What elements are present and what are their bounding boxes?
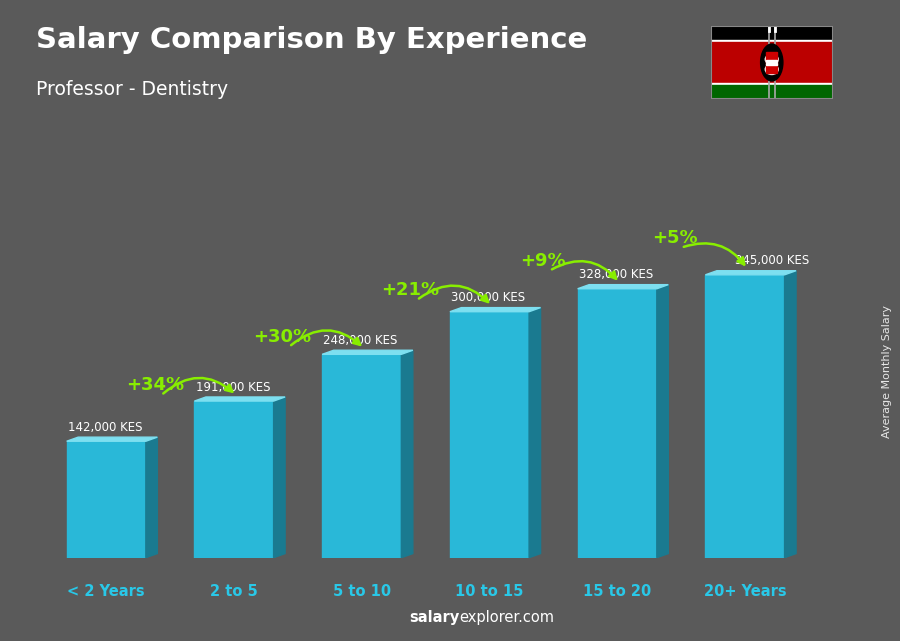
Text: 300,000 KES: 300,000 KES: [451, 291, 526, 304]
Bar: [766, 63, 778, 65]
Polygon shape: [322, 350, 413, 354]
Bar: [711, 42, 832, 83]
Text: < 2 Years: < 2 Years: [68, 584, 145, 599]
Text: salary: salary: [410, 610, 460, 625]
Bar: [706, 275, 785, 558]
Text: Professor - Dentistry: Professor - Dentistry: [36, 80, 228, 99]
Bar: [450, 312, 529, 558]
Polygon shape: [657, 285, 669, 558]
Polygon shape: [146, 437, 158, 558]
Bar: [766, 52, 778, 73]
Bar: [711, 85, 832, 99]
Text: 142,000 KES: 142,000 KES: [68, 421, 142, 434]
Polygon shape: [578, 285, 669, 288]
Text: Salary Comparison By Experience: Salary Comparison By Experience: [36, 26, 587, 54]
Polygon shape: [67, 437, 158, 441]
Text: +5%: +5%: [652, 229, 698, 247]
Bar: [578, 288, 657, 558]
Polygon shape: [706, 271, 796, 275]
Ellipse shape: [765, 54, 778, 65]
Ellipse shape: [760, 44, 783, 81]
Text: +30%: +30%: [254, 328, 311, 346]
Text: +21%: +21%: [382, 281, 439, 299]
Text: +9%: +9%: [520, 252, 566, 270]
Bar: [766, 60, 778, 62]
Bar: [711, 40, 832, 42]
Text: 2 to 5: 2 to 5: [210, 584, 258, 599]
Text: 328,000 KES: 328,000 KES: [579, 269, 653, 281]
Polygon shape: [274, 397, 285, 558]
Bar: [322, 354, 401, 558]
Bar: [711, 83, 832, 85]
Bar: [67, 441, 146, 558]
Polygon shape: [194, 397, 285, 401]
Bar: [194, 401, 274, 558]
Text: explorer.com: explorer.com: [459, 610, 554, 625]
Text: 15 to 20: 15 to 20: [583, 584, 652, 599]
Text: 10 to 15: 10 to 15: [455, 584, 524, 599]
Text: 5 to 10: 5 to 10: [333, 584, 391, 599]
Polygon shape: [450, 308, 541, 312]
Text: 191,000 KES: 191,000 KES: [195, 381, 270, 394]
Ellipse shape: [765, 64, 778, 74]
Polygon shape: [401, 350, 413, 558]
Polygon shape: [785, 271, 796, 558]
Text: 345,000 KES: 345,000 KES: [734, 254, 809, 267]
Text: Average Monthly Salary: Average Monthly Salary: [881, 305, 892, 438]
Text: +34%: +34%: [126, 376, 184, 394]
Polygon shape: [529, 308, 541, 558]
Text: 248,000 KES: 248,000 KES: [323, 334, 398, 347]
Bar: [711, 26, 832, 40]
Text: 20+ Years: 20+ Years: [704, 584, 787, 599]
